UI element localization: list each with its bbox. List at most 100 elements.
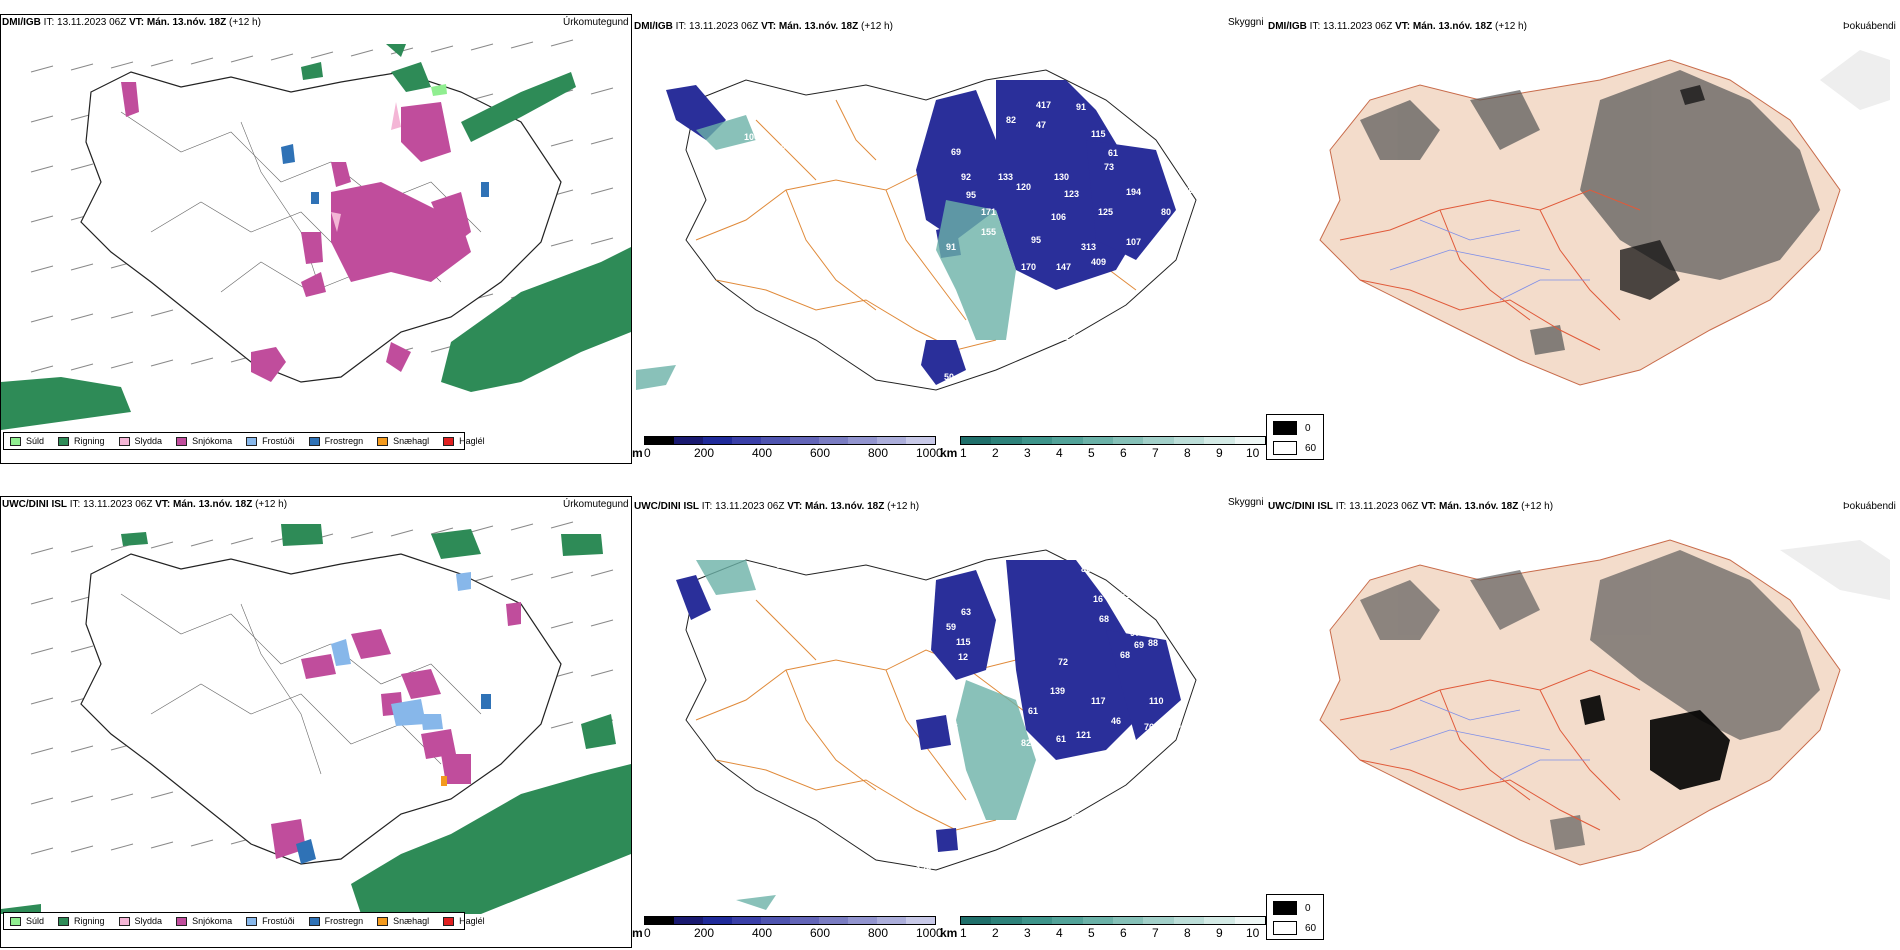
legend-swatch	[443, 436, 455, 446]
legend-swatch	[377, 916, 389, 926]
model-name: DMI/IGB	[634, 21, 673, 32]
it-label: IT:	[675, 21, 687, 32]
legend-item: Frostregn	[308, 916, 363, 926]
tick: 600	[810, 446, 831, 460]
tick: 6	[1120, 446, 1127, 460]
vis-label: 73	[1151, 262, 1161, 272]
model-name: DMI/IGB	[1268, 21, 1307, 32]
vis-label: 58	[1178, 149, 1188, 159]
legend-swatch	[118, 916, 130, 926]
legend-label: Rigning	[74, 436, 105, 446]
vis-label: 129	[916, 864, 931, 874]
legend-item: Slydda	[118, 916, 162, 926]
it-label: IT:	[701, 501, 713, 512]
vt-label: VT:	[787, 501, 803, 512]
vis-label: 123	[1064, 189, 1079, 199]
legend-label: Rigning	[74, 916, 105, 926]
vis-label: 124	[1126, 262, 1141, 272]
it-label: IT:	[1335, 501, 1347, 512]
tick: 7	[1152, 926, 1159, 940]
precip-type-legend-bottom: Súld Rigning Slydda Snjókoma Frostúði Fr…	[3, 912, 485, 930]
fog-title-top: Þokuábendi	[1843, 21, 1896, 32]
legend-label: Frostregn	[324, 436, 364, 446]
cloud-title-top: Skyggni	[1228, 17, 1264, 28]
legend-item: Snjókoma	[176, 916, 232, 926]
colorbar-m-unit: m	[632, 926, 643, 940]
vis-label: 68	[1099, 614, 1109, 624]
vt-value: Mán. 13.nóv. 18Z	[173, 499, 253, 510]
vis-label: 133	[998, 172, 1013, 182]
it-label: IT:	[1309, 21, 1321, 32]
legend-swatch	[58, 916, 70, 926]
vis-label: 61	[1028, 706, 1038, 716]
tick: 1	[960, 926, 967, 940]
it-value: 13.11.2023 06Z	[715, 501, 785, 512]
vis-label: 17	[776, 144, 786, 154]
vis-label: 86	[1081, 564, 1091, 574]
vis-label: 61	[1108, 148, 1118, 158]
fog-map-bottom	[1319, 539, 1890, 866]
vis-label: 56	[948, 722, 958, 732]
vis-label: 91	[1076, 102, 1086, 112]
legend-swatch	[176, 916, 188, 926]
vis-label: 115	[956, 637, 971, 647]
cloud-title-bottom: Skyggni	[1228, 497, 1264, 508]
shade-legend-top: 0 60	[1266, 414, 1324, 460]
legend-label: Frostúði	[262, 916, 295, 926]
legend-swatch	[118, 436, 130, 446]
legend-item: Haglél	[443, 436, 485, 446]
legend-item: Súld	[10, 916, 44, 926]
vis-label: 75	[1120, 608, 1130, 618]
legend-item: Frostúði	[246, 436, 295, 446]
lead-time: (+12 h)	[887, 501, 920, 512]
vis-label: 313	[1081, 242, 1096, 252]
shade-bottom-label: 60	[1305, 922, 1317, 934]
vis-label: 16	[1093, 594, 1103, 604]
vis-label: 155	[981, 227, 996, 237]
it-value: 13.11.2023 06Z	[1323, 21, 1393, 32]
legend-swatch	[308, 436, 320, 446]
precip-type-map-bottom	[1, 521, 631, 914]
legend-swatch	[176, 436, 188, 446]
colorbar-km-top: km 1 2 3 4 5 6 7 8 9 10	[940, 436, 1268, 468]
legend-item: Súld	[10, 436, 44, 446]
fog-title-bottom: Þokuábendi	[1843, 501, 1896, 512]
vis-label: 44	[1152, 607, 1162, 617]
tick: 10	[1246, 926, 1260, 940]
precip-type-title-bottom: Úrkomutegund	[563, 499, 629, 510]
precip-type-map-top	[1, 39, 631, 430]
tick: 5	[1088, 446, 1095, 460]
model-name: DMI/IGB	[2, 17, 41, 28]
vis-label: 125	[1098, 207, 1113, 217]
vis-label: 120	[1016, 182, 1031, 192]
colorbar-km-unit: km	[940, 446, 958, 460]
tick: 1000	[916, 446, 943, 460]
tick: 200	[694, 926, 715, 940]
vis-label: 47	[1036, 120, 1046, 130]
vis-label: 139	[1050, 686, 1065, 696]
vis-label: 92	[961, 172, 971, 182]
colorbar-km-strip	[960, 916, 1266, 925]
tick: 6	[1120, 926, 1127, 940]
header-precip-bottom: UWC/DINI ISL IT: 13.11.2023 06Z VT: Mán.…	[2, 498, 287, 512]
vt-label: VT:	[155, 499, 171, 510]
vis-label: 88	[1148, 638, 1158, 648]
colorbar-km-strip	[960, 436, 1266, 445]
legend-swatch	[308, 916, 320, 926]
colorbar-m-bottom: m 0 200 400 600 800 1000	[632, 916, 943, 948]
vis-label: 73	[1104, 162, 1114, 172]
vis-label: 97	[1130, 628, 1140, 638]
vt-label: VT:	[129, 17, 145, 28]
vis-label: 76	[1144, 722, 1154, 732]
shade-top-label: 0	[1305, 902, 1311, 914]
vis-label: 121	[1076, 730, 1091, 740]
model-name: UWC/DINI ISL	[2, 499, 67, 510]
cloud-map-top: 122 100 17 69 92 95 171 155 91 82 133 12…	[636, 69, 1211, 398]
tick: 400	[752, 446, 773, 460]
vt-value: Mán. 13.nóv. 18Z	[778, 21, 859, 32]
vis-label: 12	[958, 652, 968, 662]
precip-type-title-top: Úrkomutegund	[563, 17, 629, 28]
tick: 9	[1216, 446, 1223, 460]
vis-label: 69	[1134, 640, 1144, 650]
shade-bottom-label: 60	[1305, 442, 1317, 454]
